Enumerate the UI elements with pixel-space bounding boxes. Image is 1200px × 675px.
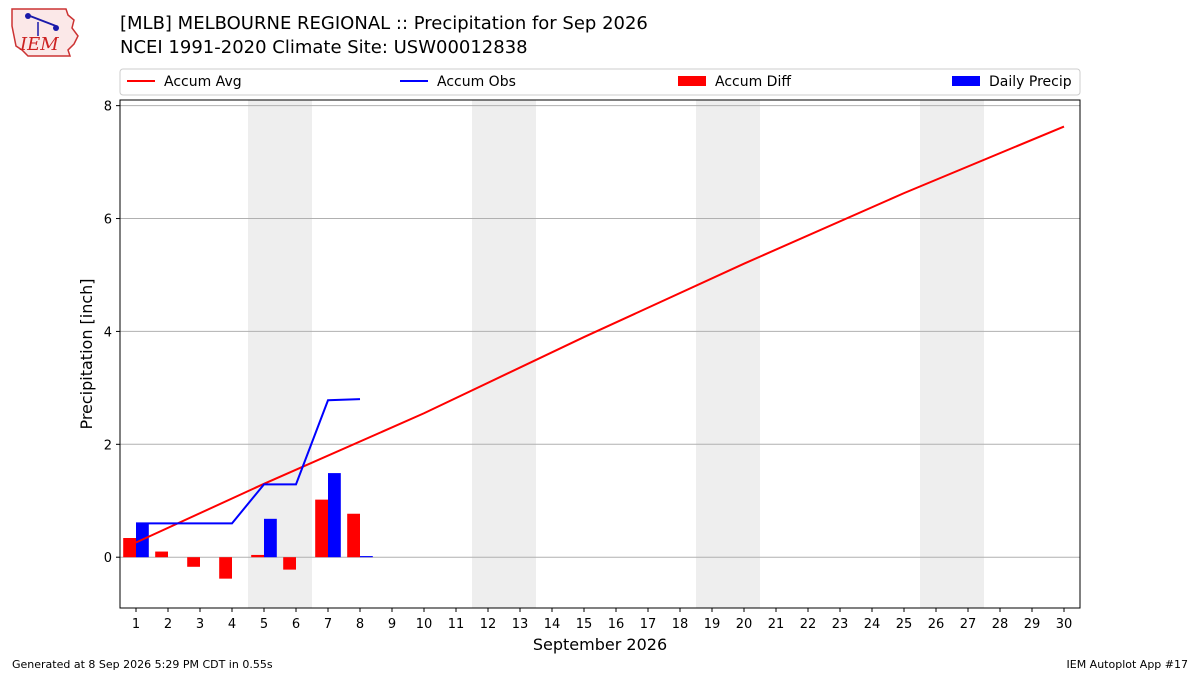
y-axis-label: Precipitation [inch] (77, 278, 96, 429)
daily-precip-bar (328, 473, 341, 558)
accum-diff-bar (187, 557, 200, 567)
x-tick-label: 3 (196, 617, 204, 632)
y-tick-label: 6 (104, 213, 112, 228)
y-axis: 0 2 4 6 8 (104, 100, 120, 566)
x-axis-label: September 2026 (533, 635, 667, 654)
accum-diff-bar (251, 554, 264, 558)
line-layer (135, 125, 1065, 544)
x-tick-label: 26 (928, 617, 945, 632)
x-tick-label: 24 (864, 617, 881, 632)
x-tick-label: 2 (164, 617, 172, 632)
weekend-band (248, 100, 312, 608)
x-tick-label: 14 (544, 617, 561, 632)
plot-frame (119, 99, 1081, 609)
weekend-bands (248, 100, 984, 608)
weekend-band (920, 100, 984, 608)
svg-text:IEM: IEM (19, 34, 59, 55)
x-tick-label: 15 (576, 617, 593, 632)
x-tick-label: 16 (608, 617, 625, 632)
legend-accum-obs-label: Accum Obs (437, 74, 516, 90)
legend-box (119, 68, 1081, 96)
grid-lines (120, 105, 1080, 558)
legend-accum-avg-label: Accum Avg (164, 74, 242, 90)
x-tick-label: 21 (768, 617, 785, 632)
accum-diff-bar (347, 513, 360, 558)
accum-diff-bar (283, 557, 296, 570)
x-tick-label: 7 (324, 617, 332, 632)
footer-generated: Generated at 8 Sep 2026 5:29 PM CDT in 0… (12, 658, 273, 671)
x-tick-label: 13 (512, 617, 529, 632)
legend-accum-diff-swatch (678, 76, 706, 86)
x-tick-label: 17 (640, 617, 657, 632)
x-tick-label: 29 (1024, 617, 1041, 632)
accum-diff-bar (315, 499, 328, 558)
x-tick-label: 30 (1056, 617, 1073, 632)
x-tick-label: 4 (228, 617, 236, 632)
x-tick-label: 5 (260, 617, 268, 632)
x-tick-label: 12 (480, 617, 497, 632)
y-tick-label: 4 (104, 325, 112, 340)
chart-subtitle: NCEI 1991-2020 Climate Site: USW00012838 (120, 37, 528, 58)
x-tick-label: 20 (736, 617, 753, 632)
x-tick-label: 27 (960, 617, 977, 632)
x-tick-label: 25 (896, 617, 913, 632)
x-tick-label: 28 (992, 617, 1009, 632)
chart-title: [MLB] MELBOURNE REGIONAL :: Precipitatio… (120, 13, 648, 34)
x-tick-label: 10 (416, 617, 433, 632)
x-tick-label: 22 (800, 617, 817, 632)
legend-daily-precip-swatch (952, 76, 980, 86)
accum-diff-bar (123, 538, 136, 558)
legend-daily-precip-label: Daily Precip (989, 74, 1072, 90)
y-tick-label: 2 (104, 438, 112, 453)
x-axis: 1 2 3 4 5 6 7 8 9 10 11 12 13 14 15 16 17 18 19 20 21 22 23 24 2… (132, 608, 1072, 632)
daily-precip-bar (360, 556, 373, 558)
x-tick-label: 19 (704, 617, 721, 632)
x-tick-label: 8 (356, 617, 364, 632)
x-tick-label: 11 (448, 617, 465, 632)
iem-logo-icon: IEM (11, 8, 79, 57)
footer-app: IEM Autoplot App #17 (1066, 658, 1189, 671)
legend: Accum Avg Accum Obs Accum Diff Daily Precip (119, 68, 1081, 96)
legend-accum-diff-label: Accum Diff (715, 74, 791, 90)
accum-diff-bar (155, 551, 168, 558)
y-tick-label: 8 (104, 100, 112, 115)
x-tick-label: 23 (832, 617, 849, 632)
accum-obs-line (136, 398, 361, 525)
daily-precip-bar (264, 518, 277, 558)
y-tick-label: 0 (104, 551, 112, 566)
x-tick-label: 6 (292, 617, 300, 632)
x-tick-label: 9 (388, 617, 396, 632)
x-tick-label: 18 (672, 617, 689, 632)
accum-diff-bar (219, 557, 232, 579)
bar-layer (123, 473, 373, 579)
weekend-band (472, 100, 536, 608)
x-tick-label: 1 (132, 617, 140, 632)
weekend-band (696, 100, 760, 608)
